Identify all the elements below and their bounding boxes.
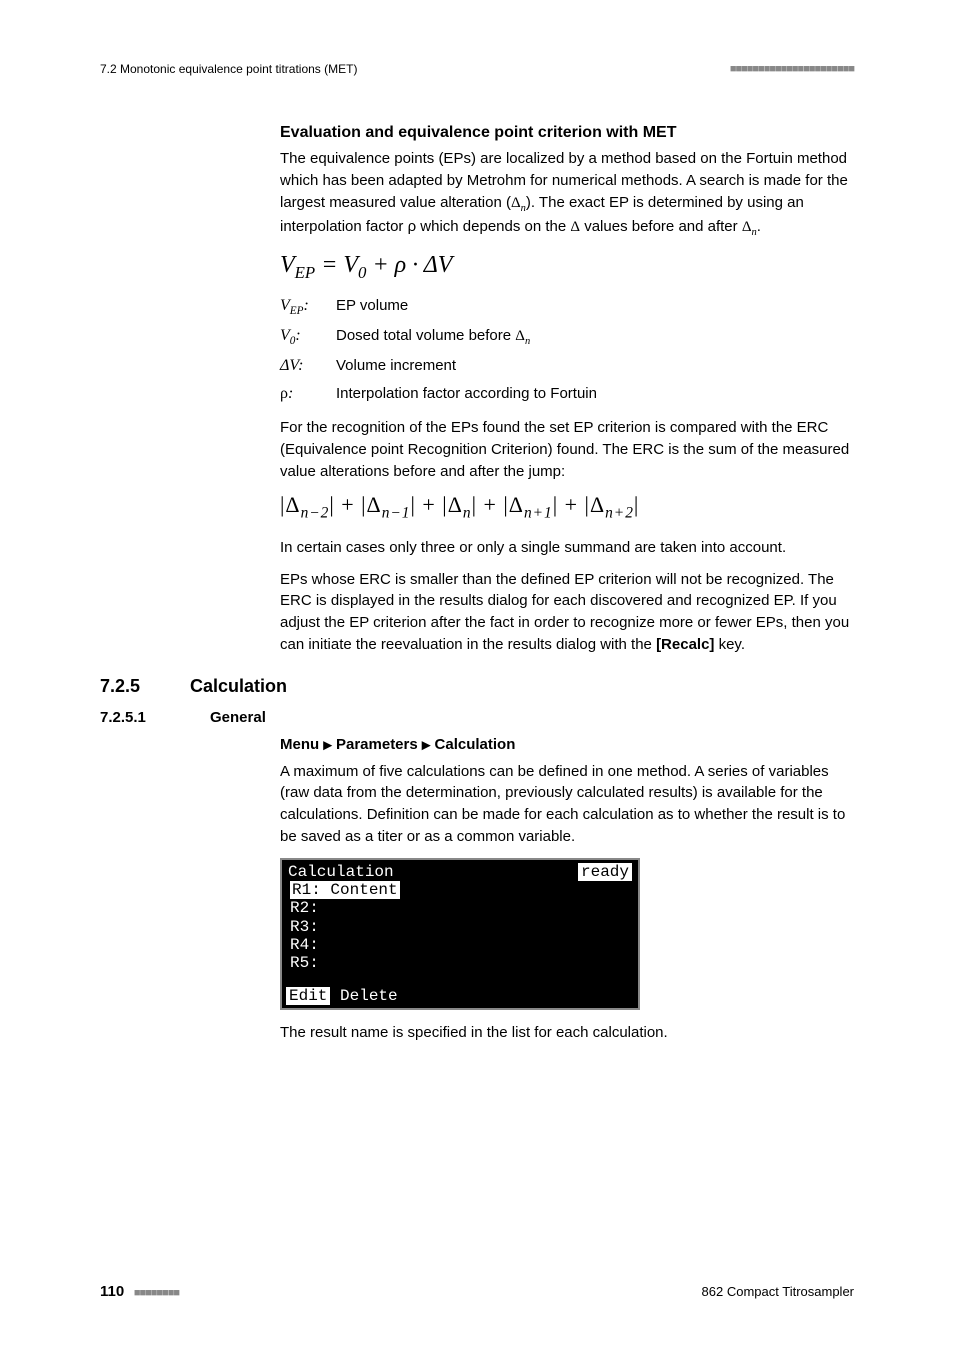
lcd-title: Calculation: [288, 863, 394, 881]
delta-plain: Δ: [570, 219, 580, 235]
section-title: Calculation: [190, 676, 287, 697]
para-result-name: The result name is specified in the list…: [280, 1022, 854, 1044]
def-sym-vep: VEP:: [280, 297, 336, 317]
footer-dashes: ■■■■■■■■: [134, 1287, 179, 1299]
subsection-num: 7.2.5.1: [100, 709, 210, 726]
lcd-delete-button[interactable]: Delete: [340, 987, 398, 1005]
def-txt-rho: Interpolation factor according to Fortui…: [336, 385, 597, 403]
header-dashes: ■■■■■■■■■■■■■■■■■■■■■■: [730, 63, 854, 75]
lcd-row[interactable]: R3:: [290, 918, 630, 936]
lcd-row[interactable]: R1: Content: [290, 881, 630, 899]
recalc-key: [Recalc]: [656, 636, 714, 653]
lcd-screen: Calculation ready R1: Content R2: R3: R4…: [280, 858, 640, 1011]
para-intro: The equivalence points (EPs) are localiz…: [280, 148, 854, 240]
def-row: V0: Dosed total volume before Δn: [280, 327, 854, 347]
lcd-status: ready: [578, 863, 632, 881]
lcd-titlebar: Calculation ready: [284, 863, 636, 881]
def-sym-rho: ρ:: [280, 385, 336, 403]
para-calc-intro: A maximum of five calculations can be de…: [280, 761, 854, 848]
def-sym-v0: V0:: [280, 327, 336, 347]
para-summand: In certain cases only three or only a si…: [280, 537, 854, 559]
header-section-ref: 7.2 Monotonic equivalence point titratio…: [100, 62, 357, 76]
heading-evaluation: Evaluation and equivalence point criteri…: [280, 124, 854, 142]
def-row: ρ: Interpolation factor according to For…: [280, 385, 854, 403]
menu-path: Menu ▶ Parameters ▶ Calculation: [280, 736, 854, 753]
footer-doc-title: 862 Compact Titrosampler: [702, 1284, 854, 1299]
arrow-icon: ▶: [422, 739, 430, 751]
section-num: 7.2.5: [100, 676, 190, 697]
delta-n-2: Δn: [742, 219, 757, 235]
def-row: ΔV: Volume increment: [280, 357, 854, 375]
lcd-rows: R1: Content R2: R3: R4: R5:: [284, 881, 636, 973]
para-recalc: EPs whose ERC is smaller than the define…: [280, 569, 854, 656]
def-txt-vep: EP volume: [336, 297, 408, 317]
lcd-button-bar: Edit Delete: [284, 987, 636, 1006]
delta-n-1: Δn: [511, 195, 526, 211]
subsection-7251: 7.2.5.1 General: [100, 709, 854, 726]
lcd-row[interactable]: R4:: [290, 936, 630, 954]
subsection-title: General: [210, 709, 266, 726]
section-725: 7.2.5 Calculation: [100, 676, 854, 697]
lcd-edit-button[interactable]: Edit: [286, 987, 330, 1005]
footer-left: 110 ■■■■■■■■: [100, 1283, 179, 1300]
lcd-row[interactable]: R2:: [290, 899, 630, 917]
page-header: 7.2 Monotonic equivalence point titratio…: [100, 62, 854, 76]
footer-page-number: 110: [100, 1283, 124, 1300]
formula-erc: |Δn−2| + |Δn−1| + |Δn| + |Δn+1| + |Δn+2|: [280, 492, 854, 522]
lcd-row[interactable]: R5:: [290, 954, 630, 972]
arrow-icon: ▶: [323, 739, 331, 751]
def-row: VEP: EP volume: [280, 297, 854, 317]
para1-c: values before and after: [580, 218, 742, 235]
def-txt-v0: Dosed total volume before Δn: [336, 327, 530, 347]
page-footer: 110 ■■■■■■■■ 862 Compact Titrosampler: [100, 1283, 854, 1300]
formula-vep: VEP = V0 + ρ · ΔV: [280, 252, 854, 283]
definition-table: VEP: EP volume V0: Dosed total volume be…: [280, 297, 854, 403]
subsection-content: Menu ▶ Parameters ▶ Calculation A maximu…: [280, 736, 854, 1044]
def-txt-dv: Volume increment: [336, 357, 456, 375]
main-content: Evaluation and equivalence point criteri…: [280, 124, 854, 656]
def-sym-dv: ΔV:: [280, 357, 336, 375]
para-erc-intro: For the recognition of the EPs found the…: [280, 417, 854, 482]
